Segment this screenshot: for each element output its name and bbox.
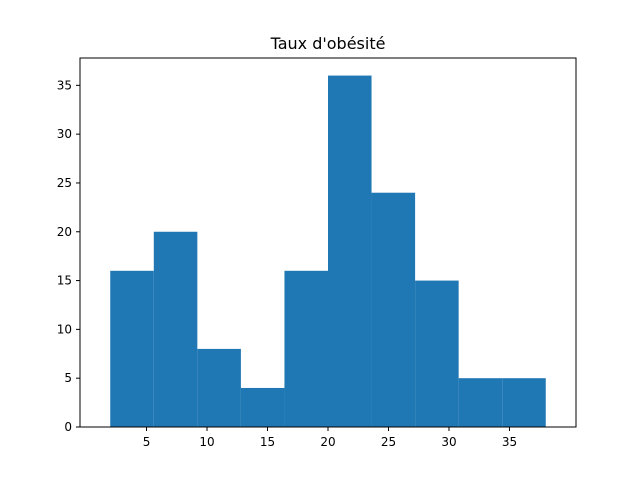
x-axis-ticks: 5 10 15 20 25 30 35 [143,427,517,449]
y-tick-label: 30 [57,127,72,141]
histogram-bar [328,75,372,428]
y-tick-label: 20 [57,225,72,239]
x-tick-label: 15 [260,435,275,449]
chart-title: Taux d'obésité [270,34,386,53]
plot-frame [79,57,577,428]
y-tick-label: 25 [57,176,72,190]
histogram-bar [153,231,198,427]
histogram-bar [502,378,546,427]
x-tick-label: 35 [502,435,517,449]
y-tick-label: 35 [57,78,72,92]
y-tick-label: 5 [64,371,72,385]
x-tick-label: 10 [199,435,214,449]
x-tick-label: 20 [320,435,335,449]
bars-group [110,75,546,428]
x-tick-label: 5 [143,435,151,449]
x-tick-label: 25 [381,435,396,449]
histogram-bar [110,270,154,427]
histogram-bar [371,192,416,427]
y-tick-label: 15 [57,274,72,288]
histogram-bar [240,387,285,427]
y-tick-label: 0 [64,420,72,434]
y-axis-ticks: 0 5 10 15 20 25 30 35 [57,78,80,434]
histogram-bar [415,280,459,427]
histogram-bar [197,348,241,427]
histogram-bar [458,378,503,427]
histogram-bar [284,270,328,427]
y-tick-label: 10 [57,322,72,336]
x-tick-label: 30 [441,435,456,449]
